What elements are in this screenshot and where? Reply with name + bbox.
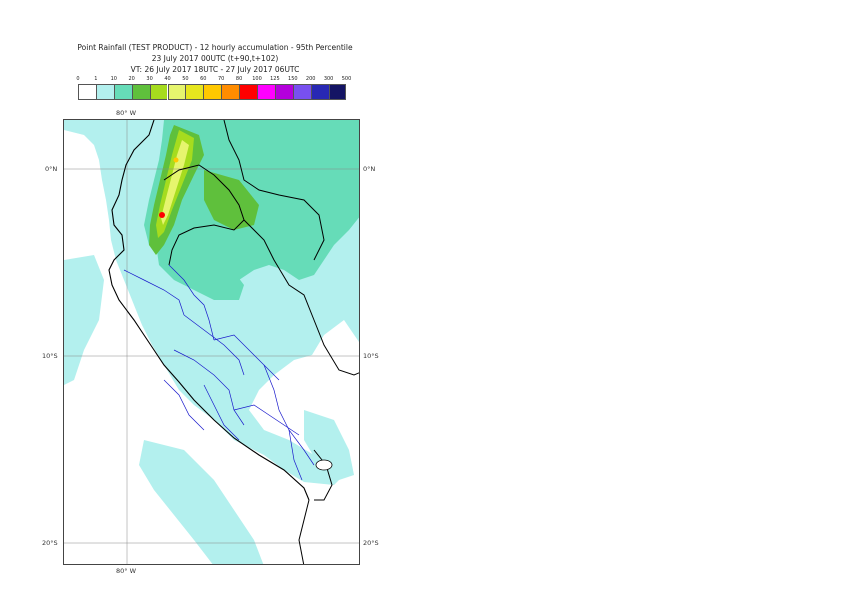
rain-zone-lightyellow [161, 140, 189, 225]
coastline [108, 120, 310, 501]
rain-zone-green-east [204, 170, 259, 230]
border-peru-brazil [243, 219, 359, 376]
chart-title: Point Rainfall (TEST PRODUCT) - 12 hourl… [77, 43, 353, 52]
colorbar-swatch [292, 84, 311, 100]
colorbar-tick-label: 500 [341, 76, 352, 82]
rain-zone-teal-south [154, 230, 244, 300]
colorbar-tick-label: 100 [252, 76, 262, 82]
rain-patch-southeast [304, 410, 354, 480]
colorbar-swatch [167, 84, 186, 100]
lon-label-top: 80° W [116, 109, 137, 117]
colorbar-tick-label: 60 [200, 76, 207, 82]
border-north [223, 120, 325, 261]
colorbar-tick-label: 1 [94, 76, 98, 82]
colorbar-swatch [310, 84, 329, 100]
colorbar-swatch [328, 84, 347, 100]
lon-label-bottom: 80° W [116, 567, 137, 575]
colorbar-swatch [203, 84, 222, 100]
colorbar-tick-label: 150 [288, 76, 298, 82]
lat-label-left-0: 0°N [45, 165, 58, 173]
colorbar-tick-label: 80 [235, 76, 243, 82]
colorbar-tick-label: 20 [128, 76, 135, 82]
department-boundaries [123, 264, 315, 481]
lat-label-left-10: 10°S [42, 352, 58, 360]
colorbar-tick-label: 40 [164, 76, 171, 82]
colorbar-swatch [95, 84, 114, 100]
colorbar-tick-label: 0 [76, 76, 80, 82]
colorbar-swatch [221, 84, 240, 100]
rain-max-cell [159, 212, 165, 218]
lat-label-left-20: 20°S [42, 539, 58, 547]
lat-label-right-0: 0°N [363, 165, 376, 173]
lat-label-right-10: 10°S [363, 352, 379, 360]
colorbar-tick-label: 70 [218, 76, 225, 82]
colorbar-swatch [185, 84, 204, 100]
colorbar-swatch [113, 84, 132, 100]
colorbar-swatch [78, 84, 96, 100]
rain-patch-coastal [64, 255, 104, 385]
colorbar-swatch [257, 84, 275, 100]
run-time-label: 23 July 2017 00UTC (t+90,t+102) [151, 54, 279, 63]
lat-label-right-20: 20°S [363, 539, 379, 547]
colorbar-tick-label: 200 [305, 76, 316, 82]
colorbar-swatch [149, 84, 168, 100]
lake-titicaca [315, 459, 333, 471]
colorbar-swatch [239, 84, 257, 100]
valid-time-label: VT: 26 July 2017 18UTC - 27 July 2017 06… [130, 65, 300, 74]
colorbar-tick-label: 300 [323, 76, 334, 82]
colorbar-swatch [274, 84, 293, 100]
rain-patch-south [139, 440, 264, 564]
colorbar-tick-label: 30 [146, 76, 153, 82]
map-canvas [64, 120, 359, 564]
colorbar-tick-label: 10 [110, 76, 117, 82]
colorbar-tick-label: 50 [182, 76, 189, 82]
colorbar-swatch [131, 84, 150, 100]
rainfall-map [63, 119, 360, 565]
rain-high-cell [173, 157, 179, 163]
colorbar-tick-label: 125 [270, 76, 280, 82]
